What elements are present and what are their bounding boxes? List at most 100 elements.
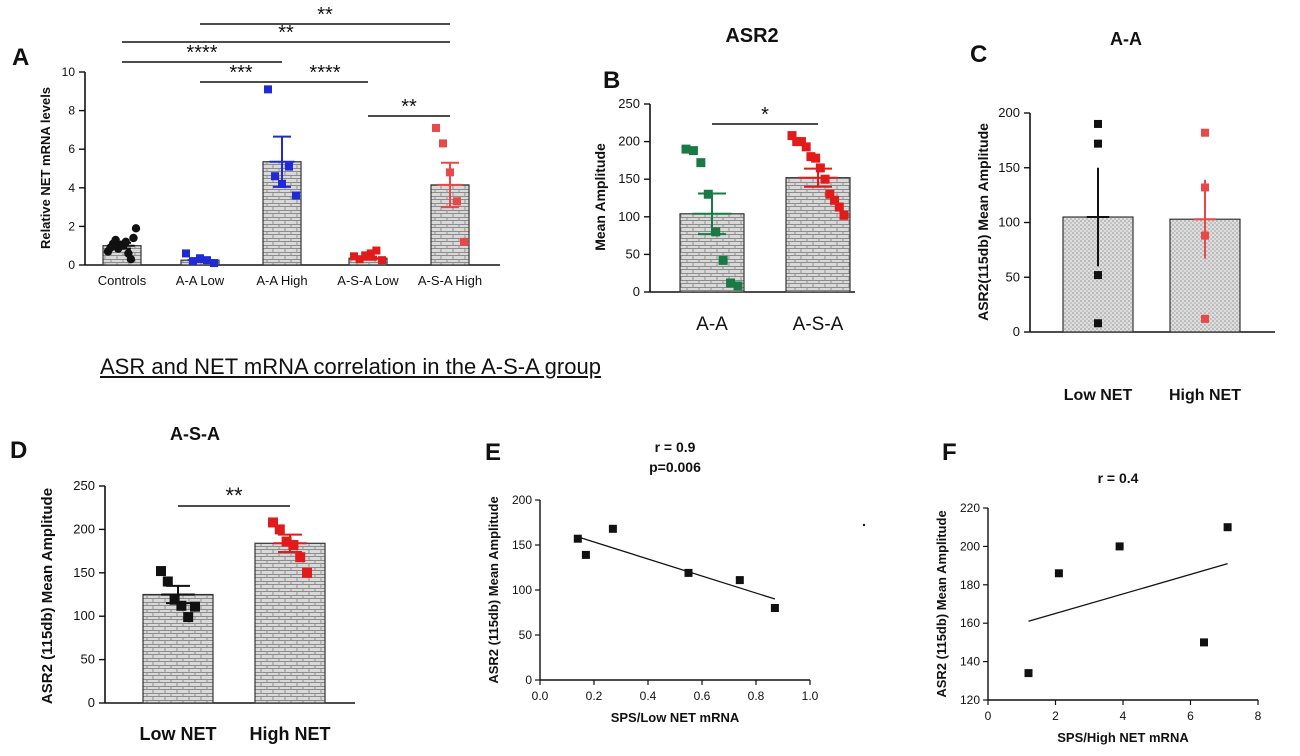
b-category-label: A-S-A [793,314,844,335]
panel-c-title: A-A [1110,29,1142,49]
b-data-point [688,146,698,156]
panel-a-y-label: Relative NET mRNA levels [38,87,53,249]
a-category-label: A-S-A Low [337,273,399,288]
c-data-point [1201,183,1209,192]
f-data-point [1115,542,1124,551]
panel-e: r = 0.9 p=0.006 0 50 100 150 200 0.0 0.2 0.4 0.6… [486,439,819,725]
a-data-point [292,191,300,200]
c-y-tick-label: 0 [1013,324,1020,339]
a-data-point [264,85,272,94]
f-x-tick-label: 0 [985,709,992,723]
d-y-tick-label: 150 [73,565,95,580]
a-category-label: A-A High [256,273,307,288]
e-y-tick-label: 150 [512,538,532,552]
d-data-point [302,567,312,578]
c-data-point [1094,271,1102,280]
f-y-tick-label: 220 [960,501,980,515]
panel-c-y-label: ASR2(115db) Mean Amplitude [975,123,991,321]
c-data-point [1201,231,1209,240]
b-data-point [696,158,706,168]
panel-f-title: r = 0.4 [1098,470,1139,486]
d-y-tick-label: 100 [73,608,95,623]
d-bar [254,542,326,704]
panel-label-a: A [12,44,29,71]
b-data-point [796,137,806,147]
panel-b-y-label: Mean Amplitude [592,143,608,251]
a-significance-label: **** [309,62,340,84]
panel-e-title: r = 0.9 [655,439,696,455]
b-y-tick-label: 150 [618,171,640,186]
c-y-tick-label: 150 [998,160,1020,175]
panel-d: A-S-A 0 50 100 150 200 250 ** Low NET High NET A… [39,424,355,744]
panel-label-e: E [485,439,501,466]
panel-label-d: D [10,437,27,464]
a-data-point [189,257,197,266]
section-heading: ASR and NET mRNA correlation in the A-S-… [100,354,601,379]
a-data-point [372,246,381,255]
c-category-label: High NET [1169,387,1241,404]
panel-e-x-label: SPS/Low NET mRNA [611,710,740,725]
c-data-point [1201,314,1209,323]
e-x-tick-label: 0.4 [640,689,657,703]
b-data-point [681,144,691,154]
d-y-tick-label: 250 [73,478,95,493]
a-data-point [131,224,141,233]
f-data-point [1054,569,1063,578]
b-data-point [703,189,713,199]
b-data-point [834,202,844,212]
d-data-point [268,517,278,528]
c-y-tick-label: 50 [1006,269,1020,284]
panel-c: A-A 0 50 100 150 200 Low NET High NET ASR2(115… [975,29,1275,404]
panel-d-y-label: ASR2 (115db) Mean Amplitude [39,488,56,704]
e-data-point [608,524,617,533]
c-data-point [1094,319,1102,328]
f-x-tick-label: 2 [1052,709,1059,723]
f-fit-line [1028,563,1228,622]
a-data-point [355,255,364,264]
b-data-point [801,142,811,152]
a-y-tick-label: 4 [68,181,75,195]
d-data-point [288,540,299,551]
a-data-point [366,249,375,258]
panel-b-title: ASR2 [725,25,778,47]
a-y-tick-label: 8 [68,104,75,118]
e-y-tick-label: 100 [512,583,532,597]
b-significance-label: * [761,104,769,126]
b-y-tick-label: 250 [618,96,640,111]
b-y-tick-label: 100 [618,209,640,224]
a-data-point [196,254,204,263]
d-y-tick-label: 200 [73,521,95,536]
a-category-label: A-A Low [176,273,225,288]
a-significance-label: ** [401,96,417,118]
b-data-point [718,255,728,265]
f-x-tick-label: 6 [1187,709,1194,723]
a-category-label: A-S-A High [418,273,482,288]
f-x-tick-label: 8 [1255,709,1262,723]
e-y-tick-label: 0 [525,673,532,687]
a-y-tick-label: 10 [62,65,76,79]
b-y-tick-label: 0 [633,284,640,299]
f-y-tick-label: 200 [960,539,980,553]
e-x-tick-label: 0.6 [694,689,711,703]
panel-f-x-label: SPS/High NET mRNA [1057,730,1189,745]
panel-e-y-label: ASR2 (115db) Mean Amplitude [486,496,501,683]
b-bar [785,177,851,293]
c-y-tick-label: 200 [998,105,1020,120]
d-data-point [169,594,180,605]
b-y-tick-label: 50 [626,246,640,261]
b-data-point [726,278,736,288]
f-data-point [1223,523,1232,532]
f-y-tick-label: 180 [960,578,980,592]
a-data-point [446,168,454,177]
b-data-point [806,152,816,162]
panel-label-b: B [603,67,620,94]
e-x-tick-label: 0.2 [586,689,603,703]
e-fit-line [577,536,776,600]
d-category-label: Low NET [140,724,217,744]
b-data-point [820,174,830,184]
a-data-point [439,139,447,148]
b-data-point [839,210,849,220]
panel-f-y-label: ASR2 (115db) Mean Amplitude [934,510,949,697]
stray-dot [862,523,866,527]
a-data-point [278,179,286,188]
